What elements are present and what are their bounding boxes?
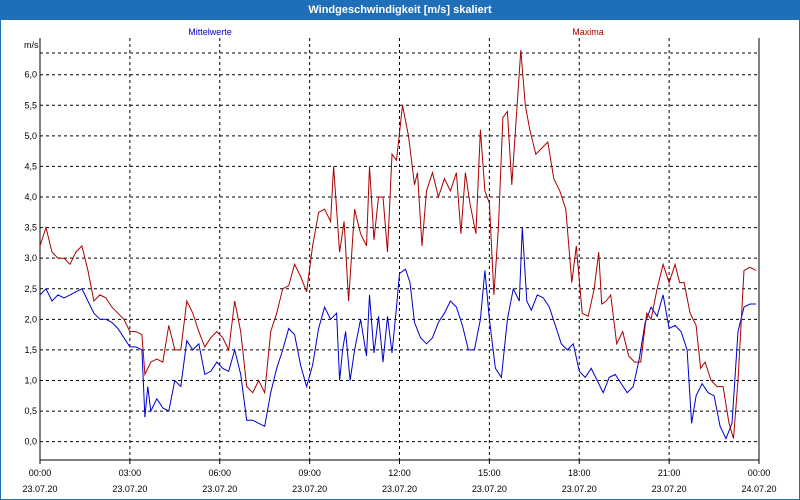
labels: m/s Mittelwerte Maxima 0,0 0,5 1,0 1,5 2,0 2,… [22,27,776,494]
x-tick-date: 24.07.20 [741,484,776,494]
y-tick-label: 3,0 [24,253,37,263]
x-tick-time: 21:00 [658,468,681,478]
x-tick-date: 23.07.20 [472,484,507,494]
x-tick-time: 12:00 [388,468,411,478]
window-title: Windgeschwindigkeit [m/s] skaliert [0,0,800,20]
y-tick-label: 3,5 [24,223,37,233]
y-axis-label: m/s [24,40,39,50]
x-tick-date: 23.07.20 [652,484,687,494]
series-line-maxima [39,50,757,439]
x-tick-date: 23.07.20 [202,484,237,494]
x-tick-time: 09:00 [298,468,321,478]
grid-lines [40,38,759,460]
x-tick-date: 23.07.20 [112,484,147,494]
series-line-mittelwerte [39,227,756,440]
legend-mittelwerte: Mittelwerte [188,27,232,37]
y-tick-label: 4,5 [24,161,37,171]
series [39,50,757,440]
x-tick-time: 03:00 [119,468,142,478]
x-tick-time: 00:00 [29,468,52,478]
y-tick-label: 6,0 [24,70,37,80]
x-tick-time: 06:00 [208,468,231,478]
y-tick-label: 0,0 [24,437,37,447]
x-tick-time: 15:00 [478,468,501,478]
y-tick-label: 2,0 [24,314,37,324]
x-tick-date: 23.07.20 [292,484,327,494]
x-tick-date: 23.07.20 [562,484,597,494]
y-tick-label: 1,0 [24,375,37,385]
x-tick-date: 23.07.20 [382,484,417,494]
y-tick-label: 4,0 [24,192,37,202]
y-tick-label: 0,5 [24,406,37,416]
x-tick-time: 18:00 [568,468,591,478]
legend-maxima: Maxima [572,27,604,37]
x-tick-date: 23.07.20 [22,484,57,494]
y-tick-label: 5,0 [24,131,37,141]
y-tick-label: 2,5 [24,284,37,294]
x-tick-time: 00:00 [748,468,771,478]
axes [39,38,760,464]
y-tick-label: 1,5 [24,345,37,355]
y-tick-label: 5,5 [24,100,37,110]
